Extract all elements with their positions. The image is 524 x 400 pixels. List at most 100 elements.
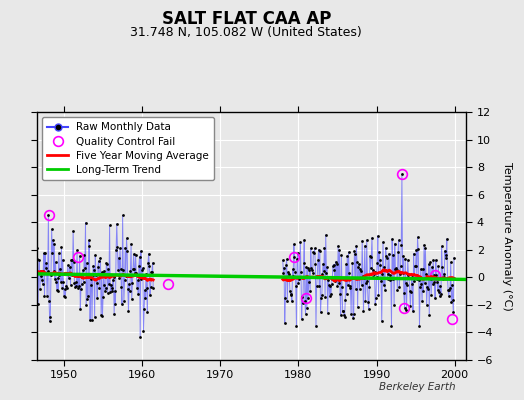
Point xyxy=(103,290,112,296)
Point xyxy=(320,244,329,251)
Point xyxy=(44,212,52,218)
Point xyxy=(279,257,287,264)
Point xyxy=(447,299,455,305)
Point xyxy=(400,290,408,297)
Text: SALT FLAT CAA AP: SALT FLAT CAA AP xyxy=(161,10,331,28)
Point xyxy=(311,261,320,268)
Point xyxy=(39,268,47,274)
Point xyxy=(384,276,392,282)
Point xyxy=(358,238,366,244)
Point xyxy=(325,282,333,288)
Point xyxy=(108,277,117,283)
Point xyxy=(41,265,50,271)
Point xyxy=(403,257,412,263)
Point xyxy=(40,250,48,257)
Point xyxy=(122,273,130,280)
Point xyxy=(370,269,379,275)
Point xyxy=(148,260,157,266)
Point xyxy=(323,264,331,270)
Point xyxy=(314,246,323,253)
Point xyxy=(397,263,405,269)
Point xyxy=(406,288,414,294)
Point xyxy=(145,263,154,270)
Point xyxy=(38,276,46,283)
Point xyxy=(328,280,336,287)
Point xyxy=(440,274,449,280)
Point xyxy=(302,264,310,271)
Point xyxy=(376,261,385,268)
Point xyxy=(392,267,401,273)
Point xyxy=(75,283,83,290)
Point xyxy=(126,268,135,275)
Point xyxy=(139,265,147,271)
Point xyxy=(78,281,86,288)
Point xyxy=(434,263,443,269)
Point xyxy=(285,272,293,279)
Point xyxy=(387,276,395,282)
Point xyxy=(319,260,328,267)
Point xyxy=(342,290,351,297)
Point xyxy=(411,263,420,269)
Point xyxy=(444,287,452,293)
Point xyxy=(427,275,435,282)
Point xyxy=(354,264,363,270)
Point xyxy=(89,272,97,278)
Point xyxy=(105,281,113,287)
Point xyxy=(284,269,292,275)
Point xyxy=(427,292,435,298)
Point xyxy=(395,237,403,243)
Point xyxy=(74,272,83,279)
Point xyxy=(54,250,63,256)
Point xyxy=(291,282,300,289)
Point xyxy=(282,256,291,262)
Point xyxy=(102,285,110,291)
Point xyxy=(135,253,144,260)
Text: 31.748 N, 105.082 W (United States): 31.748 N, 105.082 W (United States) xyxy=(130,26,362,39)
Point xyxy=(382,252,390,259)
Point xyxy=(113,244,122,250)
Point xyxy=(129,251,138,257)
Point xyxy=(143,308,151,315)
Point xyxy=(279,269,288,276)
Point xyxy=(400,304,409,311)
Text: Berkeley Earth: Berkeley Earth xyxy=(379,382,456,392)
Point xyxy=(288,266,297,272)
Point xyxy=(350,310,358,317)
Point xyxy=(409,250,418,257)
Point xyxy=(369,274,377,280)
Point xyxy=(299,260,308,266)
Point xyxy=(423,284,431,290)
Point xyxy=(41,250,49,256)
Point xyxy=(137,276,146,282)
Point xyxy=(91,314,99,320)
Point xyxy=(349,315,357,321)
Point xyxy=(32,245,41,252)
Point xyxy=(417,266,425,272)
Point xyxy=(72,279,80,285)
Point xyxy=(413,234,422,240)
Point xyxy=(112,246,121,253)
Point xyxy=(115,274,124,281)
Point xyxy=(57,244,66,250)
Point xyxy=(394,248,402,255)
Point xyxy=(419,266,427,272)
Point xyxy=(361,298,369,304)
Point xyxy=(76,306,84,312)
Point xyxy=(352,286,360,292)
Point xyxy=(280,320,289,326)
Point xyxy=(330,261,338,268)
Point xyxy=(377,278,385,284)
Point xyxy=(297,269,305,275)
Point xyxy=(305,266,314,273)
Point xyxy=(388,236,396,242)
Point xyxy=(68,272,77,278)
Point xyxy=(315,283,323,290)
Point xyxy=(381,286,389,293)
Point xyxy=(425,259,434,266)
Point xyxy=(64,262,72,268)
Point xyxy=(124,308,133,315)
Point xyxy=(59,279,68,285)
Point xyxy=(89,262,97,269)
Point xyxy=(437,291,445,298)
Point xyxy=(444,292,453,299)
